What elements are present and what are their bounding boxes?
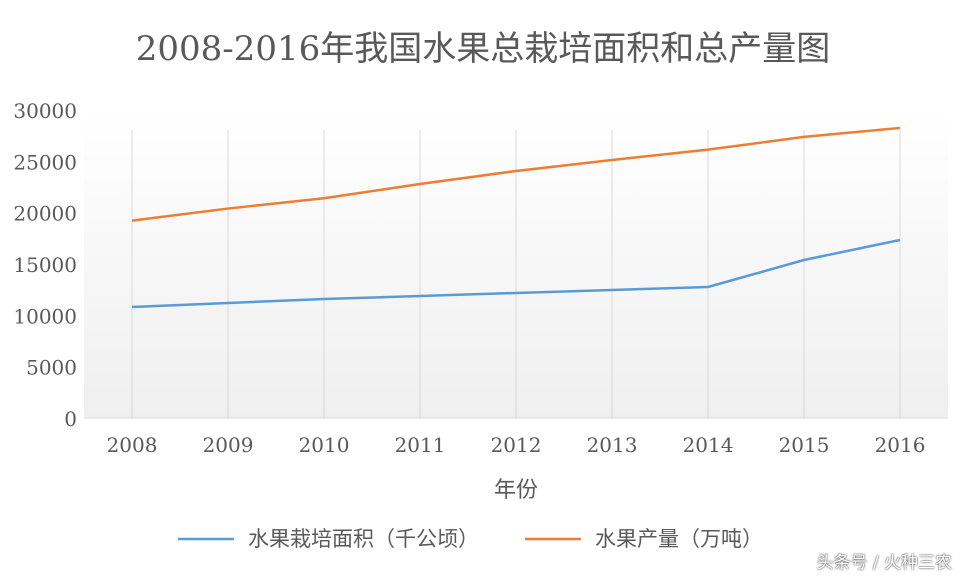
y-tick-label: 25000 [13,150,77,174]
x-axis-label: 年份 [494,478,538,503]
x-tick-label: 2008 [107,433,158,457]
y-tick-label: 10000 [13,304,77,328]
x-tick-label: 2010 [299,433,350,457]
y-tick-label: 0 [64,407,77,431]
y-tick-label: 20000 [13,202,77,226]
y-tick-label: 5000 [26,356,77,380]
legend-label: 水果产量（万吨） [595,527,763,551]
x-tick-label: 2014 [683,433,734,457]
chart-title: 2008-2016年我国水果总栽培面积和总产量图 [136,29,831,69]
x-tick-label: 2011 [395,433,446,457]
legend-label: 水果栽培面积（千公顷） [248,527,479,551]
x-tick-label: 2012 [491,433,542,457]
x-tick-label: 2015 [779,433,830,457]
y-tick-label: 30000 [13,99,77,123]
x-tick-label: 2013 [587,433,638,457]
watermark: 头条号 / 火种三农 [816,553,952,573]
x-tick-label: 2016 [875,433,926,457]
y-tick-label: 15000 [13,253,77,277]
x-tick-label: 2009 [203,433,254,457]
